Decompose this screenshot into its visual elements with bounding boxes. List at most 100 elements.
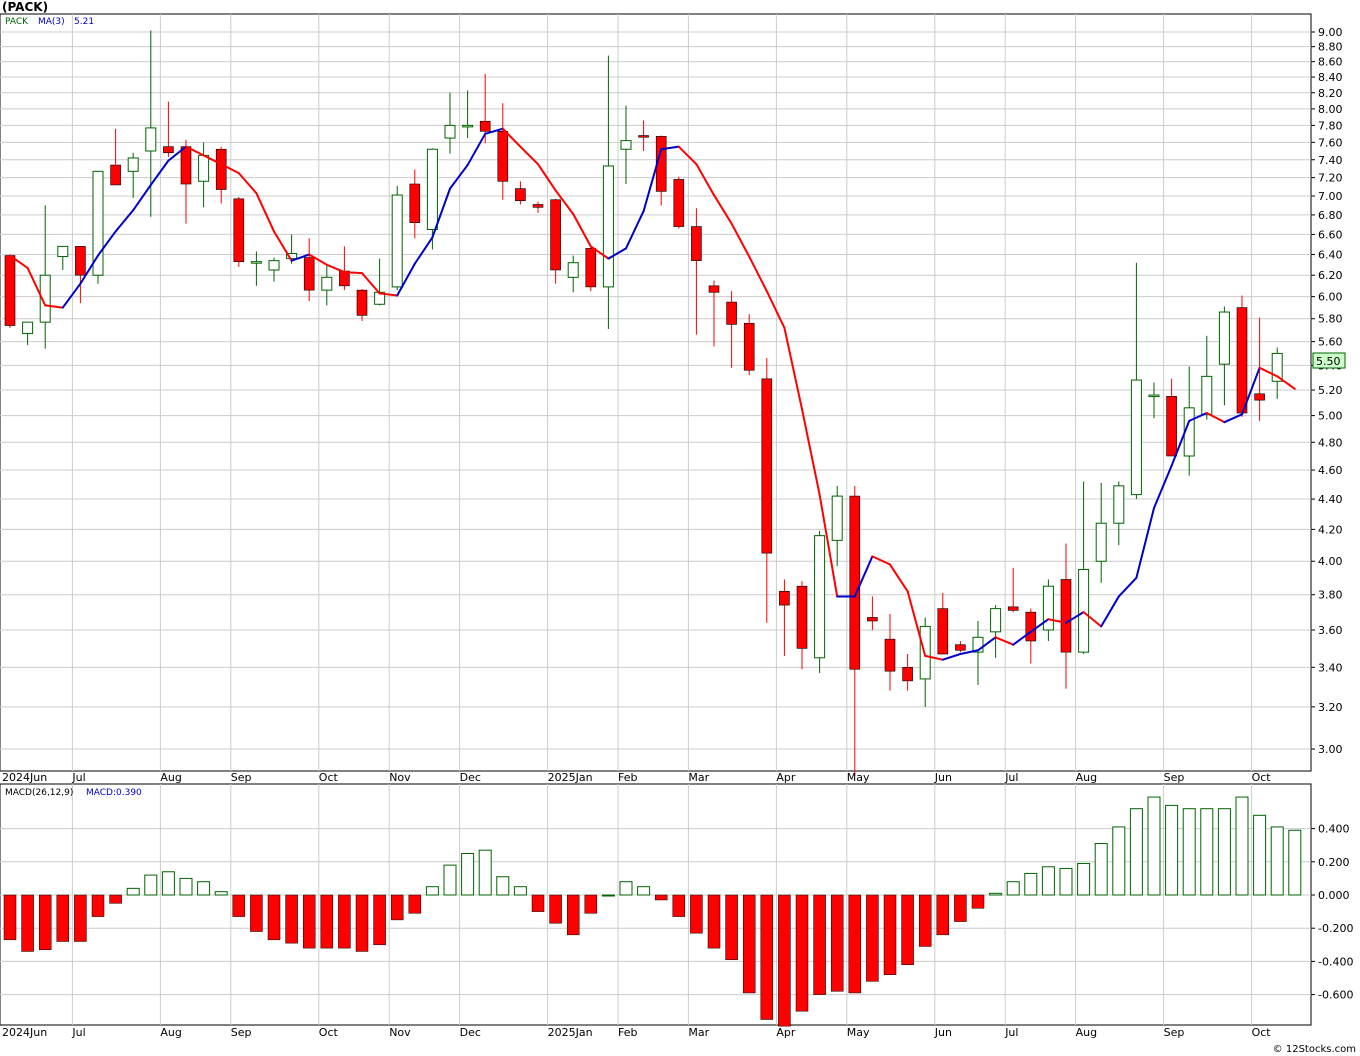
ma-segment — [906, 590, 927, 657]
macd-legend-value: MACD:0.390 — [86, 788, 142, 798]
macd-axis-label: 0.000 — [1318, 889, 1350, 902]
candle-body — [180, 146, 192, 185]
ma-segment — [1012, 630, 1032, 646]
macd-time-label: Oct — [319, 1026, 339, 1039]
macd-bar-positive — [1200, 808, 1214, 896]
macd-time-label: 2025Jan — [548, 1026, 593, 1039]
candle-body — [831, 495, 843, 541]
ma-segment — [484, 127, 504, 135]
ma-segment — [185, 145, 205, 157]
price-axis-label: 8.00 — [1318, 103, 1343, 116]
candle-down — [4, 255, 16, 328]
candle-up — [1201, 335, 1213, 420]
candle-body — [726, 301, 737, 325]
macd-bar-negative — [302, 894, 316, 949]
candle-up — [972, 621, 984, 685]
ma-segment — [501, 127, 522, 148]
ma-segment — [343, 271, 363, 275]
candle-body — [321, 276, 333, 291]
candle-down — [532, 201, 544, 214]
macd-bar-positive — [989, 892, 1003, 896]
candle-up — [444, 92, 456, 154]
candle-down — [1166, 378, 1177, 457]
candle-down — [550, 198, 561, 284]
candle-body — [39, 274, 51, 323]
candle-body — [532, 204, 544, 208]
price-axis-label: 6.80 — [1318, 209, 1343, 222]
ma-segment — [237, 172, 258, 195]
price-axis-label: 6.20 — [1318, 269, 1343, 282]
candle-body — [462, 124, 474, 128]
macd-bar-positive — [161, 871, 175, 896]
price-axis-label: 7.20 — [1318, 172, 1343, 185]
ma-segment — [1047, 618, 1067, 624]
candle-body — [356, 289, 368, 316]
ma-segment — [642, 148, 663, 213]
macd-bar-positive — [179, 877, 193, 896]
ma-segment — [26, 266, 47, 307]
macd-bar-positive — [197, 881, 211, 896]
ma-segment — [1223, 413, 1243, 424]
macd-bar-negative — [725, 894, 738, 960]
candle-body — [250, 261, 262, 264]
price-time-label: Aug — [160, 771, 181, 784]
ma-segment — [801, 408, 821, 496]
macd-bar-negative — [654, 894, 668, 901]
ma-segment — [361, 272, 381, 295]
ma-segment — [44, 304, 64, 309]
macd-bar-negative — [56, 894, 70, 942]
price-legend-ma-label: MA(3) — [38, 17, 65, 27]
macd-histogram — [3, 796, 1302, 1027]
macd-axis-label: -0.600 — [1318, 989, 1353, 1002]
price-axis-label: 7.60 — [1318, 136, 1343, 149]
ma-segment — [1276, 375, 1296, 390]
ma-segment — [1188, 412, 1208, 422]
ma-segment — [853, 555, 874, 598]
candle-down — [163, 101, 174, 158]
candle-body — [268, 260, 280, 271]
macd-time-label: Sep — [1164, 1026, 1185, 1039]
candle-up — [426, 148, 438, 250]
candle-down — [479, 73, 491, 144]
candle-body — [1166, 396, 1177, 457]
price-axis-label: 5.80 — [1318, 313, 1343, 326]
candle-down — [726, 291, 737, 368]
candle-down — [303, 238, 315, 301]
candle-down — [1025, 608, 1037, 664]
macd-axis-label: 0.400 — [1318, 823, 1350, 836]
candle-up — [462, 90, 474, 139]
candle-down — [761, 358, 773, 623]
price-time-axis: 2024Jun Jul Aug Sep Oct Nov Dec 2025Jan Feb Mar Ap… — [2, 771, 1271, 784]
macd-bar-positive — [443, 864, 457, 896]
candle-body — [479, 120, 491, 132]
macd-bar-positive — [478, 849, 492, 896]
price-axis-label: 8.60 — [1318, 56, 1343, 69]
candle-up — [990, 605, 1002, 658]
macd-bar-positive — [144, 874, 158, 896]
macd-time-label: 2024Jun — [2, 1026, 47, 1039]
price-axis-label: 7.80 — [1318, 119, 1343, 132]
macd-bar-negative — [320, 894, 334, 949]
macd-bar-negative — [760, 894, 774, 1020]
macd-bar-negative — [566, 894, 580, 936]
candle-up — [831, 485, 843, 567]
candle-body — [937, 608, 949, 655]
candle-up — [567, 255, 579, 293]
macd-bar-positive — [1006, 881, 1020, 896]
macd-bar-negative — [778, 894, 791, 1027]
candle-body — [796, 585, 808, 649]
macd-time-label: Aug — [1076, 1026, 1097, 1039]
ma-segment — [977, 636, 997, 652]
ma-segment — [290, 253, 311, 262]
macd-panel: 0.400 0.200 0.000 -0.200 -0.400 -0.600 2024Ju… — [0, 783, 1353, 1039]
price-axis-label: 6.00 — [1318, 291, 1343, 304]
candle-body — [286, 252, 298, 260]
ma-segment — [308, 253, 328, 266]
macd-bar-positive — [1235, 796, 1249, 896]
candle-up — [1271, 347, 1283, 399]
candle-body — [691, 226, 702, 261]
candle-body — [743, 322, 755, 371]
macd-bar-positive — [619, 881, 633, 896]
macd-bar-positive — [513, 886, 527, 896]
candle-body — [638, 135, 649, 138]
